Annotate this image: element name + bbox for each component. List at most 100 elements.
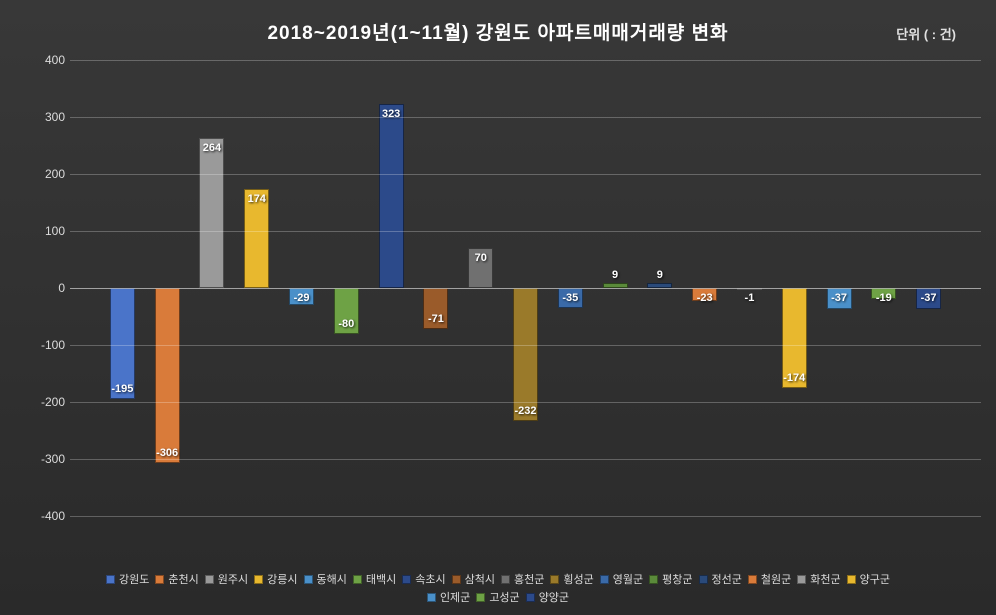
bar-value-label: 174 — [248, 193, 266, 205]
unit-label: 단위 ( : 건) — [896, 24, 956, 43]
legend-label: 영월군 — [613, 571, 643, 587]
bar-rect — [379, 104, 404, 288]
bar-rect — [155, 288, 180, 463]
legend-label: 평창군 — [662, 571, 692, 587]
bar-value-label: -195 — [111, 383, 133, 395]
legend-swatch — [106, 575, 115, 584]
legend-swatch — [526, 593, 535, 602]
legend-swatch — [254, 575, 263, 584]
y-tick-label: 0 — [25, 281, 65, 295]
bars-layer: -195 -306 264 174 -29 -80 323 -71 70 -232 -35 9 9 -23… — [70, 60, 981, 545]
legend-item: 영월군 — [600, 571, 643, 587]
legend-swatch — [649, 575, 658, 584]
legend-item: 속초시 — [402, 571, 445, 587]
legend-item: 양양군 — [526, 589, 569, 605]
legend-label: 강릉시 — [267, 571, 297, 587]
legend-label: 홍천군 — [514, 571, 544, 587]
legend-item: 동해시 — [304, 571, 347, 587]
legend: 강원도 춘천시 원주시 강릉시 동해시 태백시 속초시 삼척시 홍천군 횡성군 영월군 평창군 정선군 철… — [0, 571, 996, 605]
legend-item: 인제군 — [427, 589, 470, 605]
legend-swatch — [452, 575, 461, 584]
y-tick-label: -400 — [25, 509, 65, 523]
legend-item: 춘천시 — [155, 571, 198, 587]
legend-swatch — [748, 575, 757, 584]
legend-swatch — [427, 593, 436, 602]
bar-value-label: -174 — [783, 372, 805, 384]
plot-area: -195 -306 264 174 -29 -80 323 -71 70 -232 -35 9 9 -23… — [70, 60, 981, 545]
legend-label: 고성군 — [489, 589, 519, 605]
legend-swatch — [304, 575, 313, 584]
grid-line — [70, 60, 981, 61]
bar-value-label: -306 — [156, 447, 178, 459]
legend-item: 태백시 — [353, 571, 396, 587]
bar-value-label: -23 — [697, 292, 713, 304]
legend-label: 동해시 — [317, 571, 347, 587]
grid-line — [70, 231, 981, 232]
legend-swatch — [699, 575, 708, 584]
legend-label: 횡성군 — [563, 571, 593, 587]
legend-item: 철원군 — [748, 571, 791, 587]
grid-line — [70, 117, 981, 118]
legend-swatch — [501, 575, 510, 584]
bar-value-label: 9 — [657, 269, 663, 281]
legend-label: 양구군 — [860, 571, 890, 587]
legend-label: 원주시 — [218, 571, 248, 587]
grid-line — [70, 516, 981, 517]
bar-value-label: -19 — [876, 292, 892, 304]
legend-label: 강원도 — [119, 571, 149, 587]
legend-item: 고성군 — [476, 589, 519, 605]
grid-line — [70, 288, 981, 289]
legend-item: 홍천군 — [501, 571, 544, 587]
legend-label: 인제군 — [440, 589, 470, 605]
grid-line — [70, 174, 981, 175]
legend-swatch — [402, 575, 411, 584]
bar-value-label: 9 — [612, 269, 618, 281]
legend-swatch — [550, 575, 559, 584]
bar-value-label: -1 — [745, 292, 755, 304]
legend-item: 양구군 — [847, 571, 890, 587]
legend-item: 삼척시 — [452, 571, 495, 587]
legend-item: 정선군 — [699, 571, 742, 587]
bar-value-label: -71 — [428, 313, 444, 325]
bar-value-label: -29 — [294, 292, 310, 304]
legend-swatch — [205, 575, 214, 584]
legend-label: 정선군 — [712, 571, 742, 587]
chart-title: 2018~2019년(1~11월) 강원도 아파트매매거래량 변화 — [0, 18, 996, 45]
legend-label: 삼척시 — [465, 571, 495, 587]
y-tick-label: 400 — [25, 53, 65, 67]
bar-value-label: 264 — [203, 142, 221, 154]
legend-swatch — [353, 575, 362, 584]
legend-item: 원주시 — [205, 571, 248, 587]
legend-item: 화천군 — [797, 571, 840, 587]
y-tick-label: 200 — [25, 167, 65, 181]
legend-label: 춘천시 — [168, 571, 198, 587]
legend-label: 태백시 — [366, 571, 396, 587]
legend-swatch — [600, 575, 609, 584]
legend-label: 화천군 — [810, 571, 840, 587]
grid-line — [70, 345, 981, 346]
bar-value-label: -35 — [562, 292, 578, 304]
legend-item: 강원도 — [106, 571, 149, 587]
legend-swatch — [155, 575, 164, 584]
y-tick-label: 300 — [25, 110, 65, 124]
chart-container: 2018~2019년(1~11월) 강원도 아파트매매거래량 변화 단위 ( :… — [0, 0, 996, 615]
y-tick-label: 100 — [25, 224, 65, 238]
legend-label: 속초시 — [415, 571, 445, 587]
bar-value-label: -232 — [514, 405, 536, 417]
bar-rect — [199, 138, 224, 289]
grid-line — [70, 459, 981, 460]
bar-value-label: -80 — [338, 318, 354, 330]
bar-value-label: 70 — [475, 252, 487, 264]
bar-rect — [513, 288, 538, 420]
legend-item: 강릉시 — [254, 571, 297, 587]
bar-value-label: 323 — [382, 108, 400, 120]
grid-line — [70, 402, 981, 403]
bar-value-label: -37 — [831, 292, 847, 304]
bar-value-label: -37 — [921, 292, 937, 304]
y-tick-label: -100 — [25, 338, 65, 352]
legend-swatch — [847, 575, 856, 584]
legend-label: 철원군 — [761, 571, 791, 587]
y-tick-label: -300 — [25, 452, 65, 466]
legend-item: 횡성군 — [550, 571, 593, 587]
legend-swatch — [797, 575, 806, 584]
